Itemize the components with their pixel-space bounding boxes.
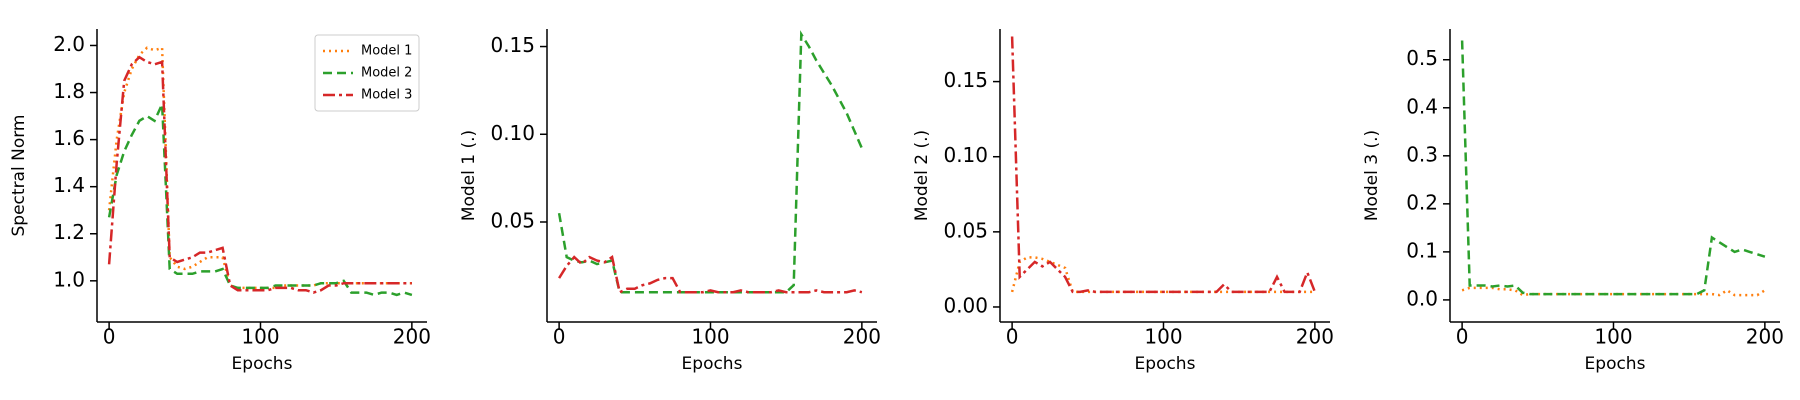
- x-axis-label: Epochs: [1135, 354, 1196, 374]
- y-tick-label: 1.6: [53, 126, 85, 150]
- chart: 1.0 1.2 1.4 1.6 1.8 2.0 0 100 200 Epochs Spectral …: [9, 29, 431, 374]
- x-tick-label: 0: [1006, 325, 1019, 349]
- legend-label: Model 1: [361, 44, 412, 59]
- legend-label: Model 3: [361, 88, 412, 103]
- legend-label: Model 2: [361, 66, 412, 81]
- series-line: [557, 30, 864, 294]
- x-tick-label: 100: [241, 325, 279, 349]
- series-line: [107, 103, 413, 297]
- x-axis-label: Epochs: [682, 354, 743, 374]
- y-tick-label: 0.05: [943, 218, 988, 242]
- series-line: [558, 255, 863, 294]
- x-tick-label: 200: [1296, 325, 1334, 349]
- y-tick-label: 0.00: [943, 293, 988, 317]
- x-tick-label: 100: [1144, 325, 1182, 349]
- series-line: [1010, 36, 1317, 294]
- y-tick-label: 0.5: [1406, 46, 1438, 70]
- x-tick-label: 0: [103, 325, 116, 349]
- y-tick-label: 0.10: [943, 143, 988, 167]
- chart: 0.00 0.05 0.10 0.15 0 100 200 Epochs Model 2 (.): [912, 29, 1334, 374]
- series-line: [1010, 256, 1315, 294]
- x-tick-label: 100: [691, 325, 729, 349]
- y-tick-label: 0.3: [1406, 142, 1438, 166]
- y-axis-label: Model 2 (.): [912, 130, 932, 221]
- y-axis-label: Model 3 (.): [1362, 130, 1382, 221]
- y-tick-label: 1.2: [53, 220, 85, 244]
- y-tick-label: 0.4: [1406, 94, 1438, 118]
- y-tick-label: 0.1: [1406, 238, 1438, 262]
- y-axis-label: Model 1 (.): [459, 130, 479, 221]
- y-tick-label: 0.15: [490, 33, 535, 57]
- x-tick-label: 200: [393, 325, 431, 349]
- x-axis-label: Epochs: [232, 354, 293, 374]
- legend-box: [314, 34, 420, 112]
- x-tick-label: 0: [1456, 325, 1469, 349]
- chart: 0.05 0.10 0.15 0 100 200 Epochs Model 1 (.): [459, 29, 881, 374]
- series-line: [107, 55, 412, 294]
- y-axis-label: Spectral Norm: [9, 115, 29, 237]
- x-tick-label: 200: [1746, 325, 1784, 349]
- series-line: [1460, 40, 1766, 296]
- y-tick-label: 1.8: [53, 79, 85, 103]
- x-tick-label: 100: [1594, 325, 1632, 349]
- y-tick-label: 0.0: [1406, 286, 1438, 310]
- x-tick-label: 0: [553, 325, 566, 349]
- x-axis-label: Epochs: [1585, 354, 1646, 374]
- x-tick-label: 200: [843, 325, 881, 349]
- y-tick-label: 0.10: [490, 121, 535, 145]
- y-tick-label: 1.0: [53, 267, 85, 291]
- y-tick-label: 2.0: [53, 32, 85, 56]
- y-tick-label: 0.05: [490, 208, 535, 232]
- y-tick-label: 0.2: [1406, 190, 1438, 214]
- chart: 0.0 0.1 0.2 0.3 0.4 0.5 0 100 200 Epochs Model 3 (…: [1362, 29, 1784, 374]
- y-tick-label: 0.15: [943, 68, 988, 92]
- y-tick-label: 1.4: [53, 173, 85, 197]
